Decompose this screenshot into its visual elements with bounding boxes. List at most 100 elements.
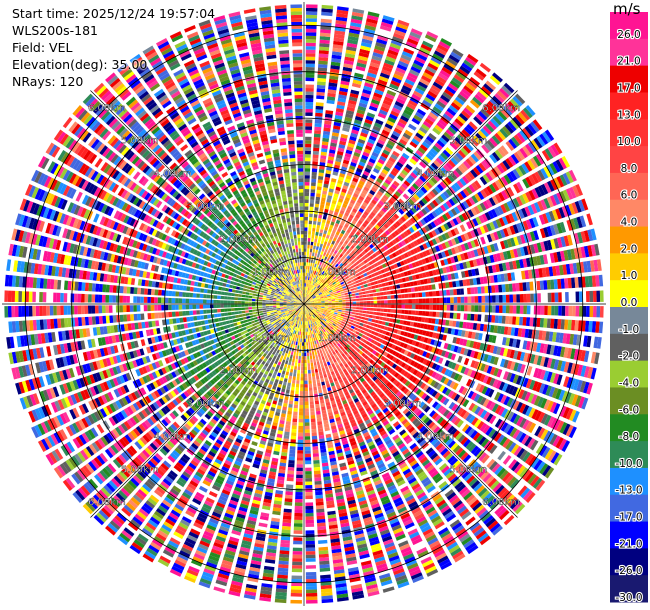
velocity-gate (418, 304, 423, 310)
velocity-gate (471, 296, 475, 303)
velocity-gate (498, 294, 503, 303)
velocity-gate (403, 315, 408, 320)
velocity-gate (304, 195, 309, 200)
velocity-gate (323, 180, 330, 185)
velocity-gate (418, 310, 423, 316)
velocity-gate (443, 131, 453, 140)
velocity-gate (305, 565, 317, 569)
velocity-gate (515, 282, 520, 292)
velocity-gate (442, 164, 451, 173)
velocity-gate (359, 225, 365, 231)
velocity-gate (387, 116, 397, 124)
velocity-gate (321, 348, 325, 353)
velocity-gate (310, 185, 316, 190)
velocity-gate (305, 14, 318, 19)
velocity-gate (329, 184, 335, 190)
velocity-gate (311, 428, 317, 433)
velocity-gate (323, 267, 327, 272)
velocity-gate (408, 209, 415, 216)
velocity-gate (479, 62, 491, 73)
velocity-gate (305, 331, 308, 336)
velocity-gate (419, 46, 431, 55)
velocity-gate (351, 311, 356, 315)
velocity-gate (348, 202, 354, 208)
velocity-gate (421, 158, 429, 166)
velocity-gate (568, 305, 573, 317)
velocity-gate (416, 53, 428, 61)
velocity-gate (324, 305, 329, 307)
velocity-gate (310, 411, 315, 416)
velocity-gate (314, 123, 322, 128)
velocity-gate (457, 355, 463, 363)
velocity-gate (502, 454, 512, 465)
velocity-gate (327, 298, 332, 301)
velocity-gate (397, 94, 407, 102)
velocity-gate (342, 226, 348, 232)
velocity-gate (439, 181, 447, 189)
velocity-gate (328, 239, 332, 244)
velocity-gate (349, 92, 359, 99)
velocity-gate (305, 558, 316, 562)
velocity-gate (304, 227, 308, 231)
velocity-gate (312, 379, 316, 384)
velocity-gate (367, 231, 373, 238)
velocity-gate (305, 77, 315, 82)
velocity-gate (304, 366, 308, 371)
velocity-gate (311, 435, 318, 440)
velocity-gate (307, 287, 310, 291)
velocity-gate (431, 188, 439, 196)
velocity-gate (335, 204, 341, 210)
velocity-gate (362, 310, 367, 314)
velocity-gate (335, 305, 339, 308)
velocity-gate (448, 104, 459, 114)
velocity-gate (547, 305, 552, 316)
velocity-gate (445, 162, 454, 171)
velocity-gate (304, 272, 306, 277)
velocity-gate (382, 99, 392, 107)
velocity-gate (381, 168, 389, 175)
velocity-gate (373, 308, 378, 312)
velocity-gate (320, 22, 332, 27)
velocity-gate (309, 348, 312, 353)
velocity-gate (319, 360, 323, 365)
velocity-gate (345, 175, 352, 181)
velocity-gate (430, 176, 438, 185)
velocity-gate (368, 177, 375, 183)
velocity-gate (361, 173, 368, 180)
velocity-gate (310, 262, 313, 267)
velocity-gate (463, 59, 475, 69)
velocity-gate (313, 137, 321, 142)
velocity-gate (533, 293, 538, 303)
velocity-gate (338, 298, 343, 301)
velocity-gate (425, 153, 434, 161)
velocity-gate (421, 75, 432, 83)
velocity-gate (308, 331, 311, 335)
velocity-gate (361, 231, 367, 237)
velocity-gate (344, 231, 350, 237)
velocity-gate (320, 29, 331, 34)
velocity-gate (424, 285, 429, 291)
velocity-gate (314, 203, 320, 208)
velocity-gate (445, 319, 450, 326)
velocity-gate (309, 334, 312, 339)
velocity-gate (384, 59, 395, 66)
velocity-gate (403, 109, 413, 117)
velocity-gate (339, 83, 349, 89)
velocity-gate (341, 237, 346, 243)
velocity-gate (323, 230, 328, 235)
velocity-gate (332, 128, 340, 134)
velocity-gate (324, 273, 328, 277)
velocity-gate (305, 297, 308, 301)
velocity-gate (339, 209, 345, 215)
velocity-gate (375, 288, 380, 293)
velocity-gate (309, 355, 313, 360)
velocity-gate (396, 161, 404, 168)
velocity-gate (377, 304, 381, 308)
velocity-gate (334, 30, 346, 36)
velocity-gate (469, 76, 481, 87)
velocity-gate (485, 122, 495, 133)
velocity-gate (359, 307, 364, 310)
velocity-gate (312, 164, 318, 169)
velocity-gate (364, 118, 373, 125)
velocity-gate (310, 414, 316, 419)
